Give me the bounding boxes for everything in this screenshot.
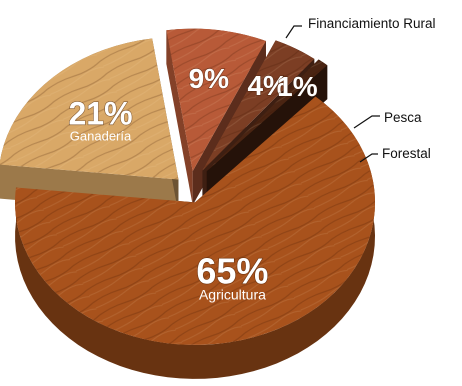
callout-label-financiamiento-rural: Financiamiento Rural — [308, 16, 436, 31]
callout-leader-line — [353, 115, 380, 129]
slice-percent-label: 4% — [247, 70, 288, 101]
slice-name-label: Ganadería — [70, 128, 132, 143]
callout-leader-line — [359, 153, 378, 163]
pie-labels: 65%Agricultura 21%Ganadería 9% 4%1% — [68, 62, 318, 303]
slice-grain — [166, 28, 266, 172]
pie-callouts: Financiamiento Rural Pesca Forestal — [285, 16, 436, 163]
slice-percent-label: 65% — [196, 251, 268, 292]
callout-label-pesca: Pesca — [384, 110, 422, 125]
slice-grain — [0, 38, 179, 180]
slice-face — [166, 30, 193, 206]
slice-percent-label: 21% — [68, 95, 132, 131]
slice-grain — [202, 40, 315, 171]
slice-percent-label: 9% — [189, 63, 230, 94]
slice-percent-label: 1% — [277, 71, 318, 102]
callout-label-forestal: Forestal — [382, 146, 431, 161]
slice-grain — [15, 96, 376, 345]
slice-grain — [206, 59, 328, 172]
pie-tops — [0, 28, 376, 345]
callout-leader-line — [285, 25, 302, 39]
slice-name-label: Agricultura — [199, 287, 266, 303]
